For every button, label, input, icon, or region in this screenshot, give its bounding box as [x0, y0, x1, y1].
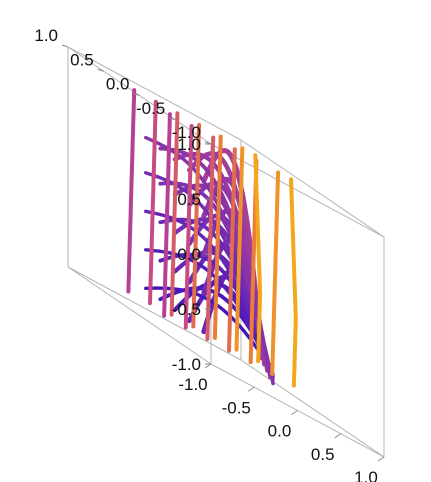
box-edge	[67, 266, 212, 365]
x-tick	[334, 433, 342, 439]
z-tick-label: 0.5	[177, 190, 201, 209]
box-edge	[210, 143, 385, 238]
streamline-rising	[253, 153, 263, 364]
x-tick	[291, 410, 298, 415]
bounding-box	[67, 46, 385, 458]
z-tick-label: -1.0	[172, 355, 201, 374]
y-tick-label: 0.5	[70, 50, 94, 69]
x-tick-label: -1.0	[178, 375, 207, 394]
y-tick-label: -1.0	[172, 123, 201, 142]
box-edge	[67, 46, 242, 141]
streamline-rising	[270, 170, 281, 376]
streamline-rising	[162, 112, 172, 318]
streamline-rising	[289, 177, 298, 388]
axis-ticks	[61, 44, 385, 462]
z-tick-label: 0.0	[177, 245, 201, 264]
streamline-rising	[212, 134, 223, 340]
box-edge	[67, 266, 242, 361]
y-tick	[61, 44, 69, 48]
y-tick	[169, 117, 176, 121]
streamline-rising	[126, 88, 137, 294]
z-tick-label: 1.0	[177, 135, 201, 154]
streamline-rising	[234, 146, 245, 352]
streamlines	[126, 88, 298, 388]
x-tick-label: 1.0	[354, 468, 378, 482]
x-tick-label: -0.5	[222, 398, 251, 417]
y-tick	[133, 93, 140, 96]
streamline-rising	[191, 123, 202, 329]
streamline-rising	[183, 124, 194, 330]
streamline-rising	[227, 147, 237, 353]
x-tick	[247, 386, 255, 392]
box-edge	[240, 139, 385, 238]
y-tick	[97, 68, 104, 72]
streamline-rising	[169, 111, 180, 317]
x-tick	[204, 363, 212, 369]
x-tick	[377, 456, 385, 462]
y-tick-label: -0.5	[136, 99, 165, 118]
axis-tick-labels: -1.0-0.50.00.51.0-1.0-0.50.00.51.0-1.0-0…	[34, 26, 377, 482]
streamline-rising	[148, 99, 158, 306]
streamline-rising	[205, 135, 216, 341]
y-tick-label: 1.0	[34, 26, 58, 45]
x-tick-label: 0.5	[311, 445, 335, 464]
x-tick-label: 0.0	[268, 422, 292, 441]
box-edge	[240, 359, 385, 458]
z-tick-label: -0.5	[172, 300, 201, 319]
y-tick-label: 0.0	[106, 75, 130, 94]
